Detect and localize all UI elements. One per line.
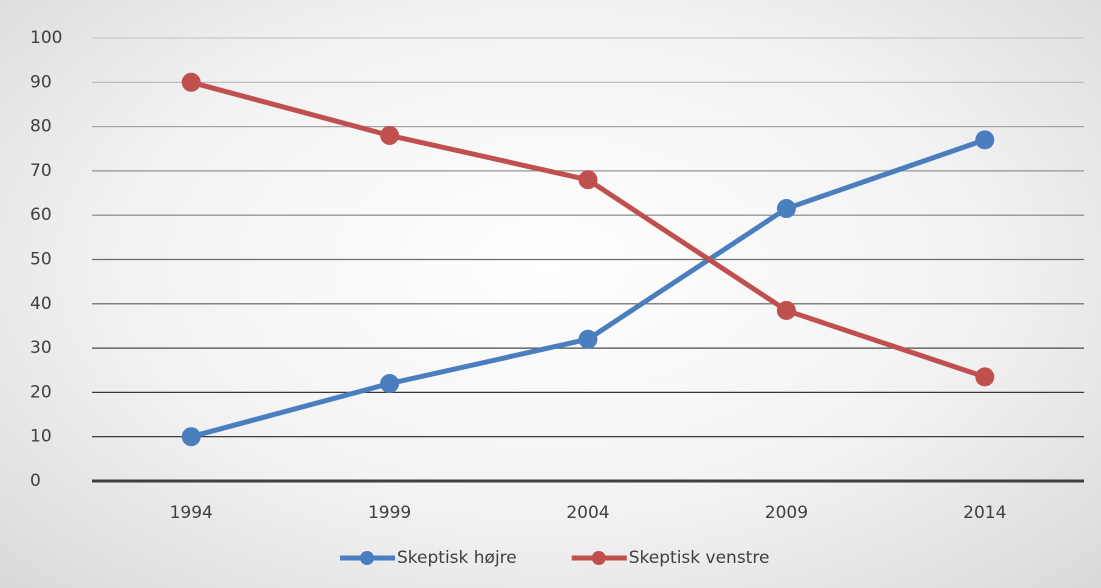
x-tick-label: 1999	[368, 503, 411, 523]
y-tick-label: 10	[30, 427, 52, 447]
x-tick-label: 2014	[963, 503, 1006, 523]
y-tick-label: 90	[30, 72, 52, 92]
x-tick-label: 2009	[765, 503, 808, 523]
y-tick-label: 50	[30, 250, 52, 270]
y-tick-label: 60	[30, 205, 52, 225]
data-point	[975, 130, 995, 150]
data-point	[975, 367, 995, 387]
y-tick-label: 0	[30, 471, 41, 491]
legend-label: Skeptisk højre	[397, 548, 517, 568]
data-point	[380, 125, 400, 145]
x-tick-label: 2004	[566, 503, 609, 523]
data-point	[380, 374, 400, 394]
y-tick-label: 30	[30, 338, 52, 358]
data-point	[578, 170, 598, 190]
data-point	[181, 427, 201, 447]
legend-marker	[591, 551, 606, 565]
data-point	[776, 199, 796, 219]
y-tick-label: 100	[30, 28, 62, 48]
y-tick-label: 80	[30, 117, 52, 137]
y-tick-label: 20	[30, 382, 52, 402]
y-tick-label: 70	[30, 161, 52, 181]
data-point	[181, 72, 201, 92]
legend-label: Skeptisk venstre	[629, 548, 770, 568]
legend-marker	[360, 551, 374, 565]
data-point	[776, 300, 796, 320]
x-tick-label: 1994	[170, 503, 213, 523]
data-point	[578, 329, 598, 349]
y-tick-label: 40	[30, 294, 52, 314]
